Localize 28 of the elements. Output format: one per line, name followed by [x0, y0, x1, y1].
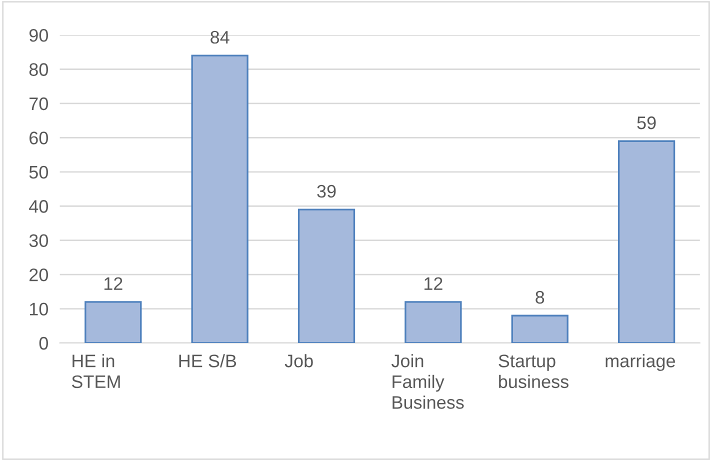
- data-label: 59: [637, 116, 656, 130]
- x-tick-label: Job: [284, 354, 313, 368]
- bar: [84, 301, 142, 343]
- x-tick-label: Join Family Business: [391, 354, 464, 409]
- y-tick-label: 80: [29, 63, 48, 76]
- y-tick-label: 70: [30, 97, 48, 110]
- y-tick-label: 30: [29, 234, 48, 248]
- bar: [404, 301, 462, 343]
- data-label: 12: [104, 277, 122, 290]
- x-tick-label: Startup business: [498, 354, 568, 388]
- x-tick-label: HE S/B: [179, 354, 236, 368]
- y-tick-label: 50: [29, 166, 48, 179]
- y-tick-label: 20: [30, 268, 48, 282]
- data-label: 39: [317, 184, 336, 198]
- data-label: 8: [536, 290, 544, 304]
- x-tick-label: marriage: [606, 354, 675, 371]
- y-tick-label: 60: [30, 132, 48, 144]
- y-tick-label: 0: [39, 336, 48, 350]
- bar: [298, 208, 356, 343]
- y-tick-label: 40: [29, 200, 48, 213]
- y-tick-label: 90: [29, 28, 48, 42]
- y-tick-label: 10: [30, 302, 48, 316]
- bar: [618, 140, 676, 343]
- data-label: 12: [424, 277, 442, 290]
- x-tick-label: HE in STEM: [72, 354, 120, 388]
- bar: [191, 54, 248, 343]
- bar: [511, 314, 568, 343]
- data-label: 84: [210, 30, 230, 44]
